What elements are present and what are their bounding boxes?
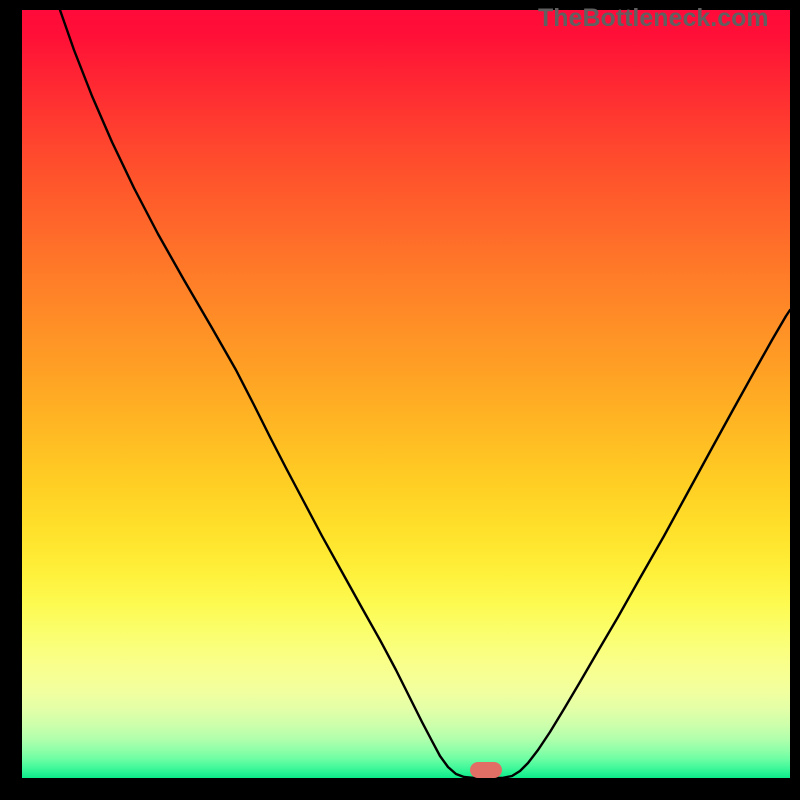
attribution-label: TheBottleneck.com [538, 4, 769, 33]
optimal-marker [470, 762, 502, 778]
bottleneck-curve [22, 10, 790, 778]
plot-area [22, 10, 790, 778]
